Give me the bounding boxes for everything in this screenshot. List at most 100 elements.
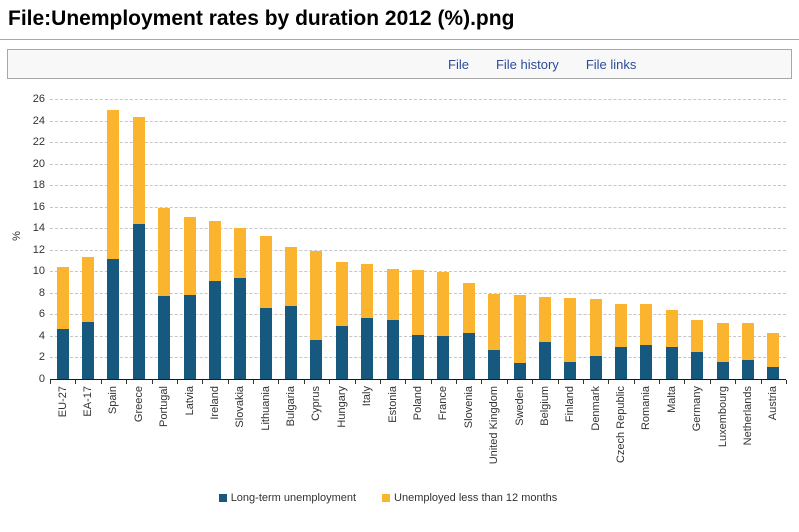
bar-segment-short-term-Netherlands <box>741 323 754 360</box>
x-axis-tick <box>379 380 381 384</box>
tab-file-links[interactable]: File links <box>585 56 637 72</box>
y-tick-label-8: 8 <box>38 286 45 299</box>
bar-segment-long-term-Ireland <box>208 281 221 379</box>
x-axis-tick <box>405 380 407 384</box>
x-axis-label-Romania: Romania <box>640 386 653 431</box>
tab-file-history[interactable]: File history <box>495 56 559 72</box>
x-axis-tick <box>481 380 483 384</box>
chart-legend: Long-term unemployment Unemployed less t… <box>20 492 756 504</box>
x-axis-tick <box>735 380 737 384</box>
bar-segment-long-term-Malta <box>665 346 678 379</box>
x-axis-tick <box>633 380 635 384</box>
x-axis-tick <box>532 380 534 384</box>
y-tick-label-16: 16 <box>32 200 45 213</box>
x-axis-label-Estonia: Estonia <box>386 386 399 423</box>
bar-segment-short-term-Greece <box>132 117 145 224</box>
y-tick-label-10: 10 <box>32 265 45 278</box>
gridline-22 <box>50 142 786 144</box>
x-axis-tick <box>126 380 128 384</box>
x-axis-tick <box>506 380 508 384</box>
x-axis-tick <box>303 380 305 384</box>
bar-segment-short-term-Ireland <box>208 220 221 281</box>
x-axis-tick <box>151 380 153 384</box>
x-axis-tick <box>50 380 51 384</box>
bar-segment-short-term-United Kingdom <box>488 293 501 350</box>
bar-segment-short-term-Slovakia <box>234 228 247 278</box>
bar-segment-long-term-Poland <box>412 334 424 379</box>
bar-segment-short-term-Austria <box>767 332 780 368</box>
x-axis-tick <box>684 380 686 384</box>
x-axis-label-Czech Republic: Czech Republic <box>615 386 628 464</box>
bar-segment-long-term-Cyprus <box>310 340 323 379</box>
x-axis-tick <box>202 380 204 384</box>
x-axis-label-Austria: Austria <box>767 386 780 421</box>
gridline-16 <box>50 206 786 208</box>
x-axis-tick <box>582 380 584 384</box>
x-axis-tick <box>278 380 280 384</box>
x-axis-tick <box>786 380 787 384</box>
bar-segment-short-term-Poland <box>412 270 424 335</box>
bar-segment-long-term-Germany <box>691 352 704 379</box>
bar-segment-long-term-Spain <box>107 259 120 379</box>
y-tick-label-12: 12 <box>32 243 45 256</box>
gridline-18 <box>50 185 786 187</box>
legend-swatch-short-term <box>382 494 391 502</box>
x-axis-label-France: France <box>437 386 450 421</box>
gridline-12 <box>50 249 786 251</box>
file-tabbar: File File history File links <box>7 49 792 79</box>
x-axis-tick <box>760 380 762 384</box>
x-axis-label-Ireland: Ireland <box>208 386 221 420</box>
legend-swatch-long-term <box>218 494 227 502</box>
y-tick-label-4: 4 <box>38 329 45 342</box>
tab-file[interactable]: File <box>448 56 469 72</box>
bar-segment-short-term-Malta <box>665 310 678 347</box>
x-axis-label-Greece: Greece <box>132 386 145 423</box>
bar-segment-short-term-Cyprus <box>310 250 323 341</box>
x-axis-label-Slovenia: Slovenia <box>462 386 475 429</box>
x-axis-label-Latvia: Latvia <box>183 386 196 416</box>
bar-segment-short-term-Lithuania <box>259 235 272 308</box>
bar-segment-long-term-EU-27 <box>56 329 69 379</box>
x-axis-label-Netherlands: Netherlands <box>741 386 754 446</box>
bar-segment-short-term-Slovenia <box>462 283 475 333</box>
y-tick-label-2: 2 <box>38 351 45 364</box>
bar-segment-short-term-Spain <box>107 109 120 260</box>
bar-segment-long-term-Greece <box>132 223 145 379</box>
bar-segment-long-term-Bulgaria <box>285 305 298 379</box>
x-axis-label-Lithuania: Lithuania <box>259 386 272 431</box>
bar-segment-short-term-Romania <box>640 303 653 345</box>
x-axis-label-Germany: Germany <box>691 386 704 432</box>
x-axis-label-Malta: Malta <box>665 386 678 413</box>
x-axis-tick <box>75 380 77 384</box>
bar-segment-short-term-France <box>437 272 450 336</box>
gridline-26 <box>50 99 786 100</box>
legend-label-short-term: Unemployed less than 12 months <box>394 492 558 504</box>
y-tick-label-14: 14 <box>32 222 45 235</box>
x-axis-label-United Kingdom: United Kingdom <box>488 386 501 465</box>
page-header: File:Unemployment rates by duration 2012… <box>0 0 799 40</box>
legend-item-long-term: Long-term unemployment <box>218 492 356 504</box>
bar-segment-long-term-Lithuania <box>259 307 272 379</box>
x-axis-label-Italy: Italy <box>361 386 374 407</box>
bar-segment-short-term-EA-17 <box>82 257 95 322</box>
bar-segment-long-term-Austria <box>767 367 780 379</box>
bar-segment-short-term-Denmark <box>589 299 602 357</box>
bar-segment-long-term-Sweden <box>513 362 526 379</box>
bar-segment-long-term-EA-17 <box>82 321 95 379</box>
bar-segment-long-term-Latvia <box>183 295 196 379</box>
bar-segment-long-term-Finland <box>564 361 577 379</box>
x-axis-label-Belgium: Belgium <box>538 386 551 426</box>
x-axis-label-Spain: Spain <box>107 386 120 415</box>
bar-segment-long-term-Estonia <box>386 319 399 379</box>
x-axis-tick <box>227 380 229 384</box>
bar-segment-long-term-United Kingdom <box>488 349 501 379</box>
bar-segment-short-term-Estonia <box>386 269 399 320</box>
x-axis-tick <box>100 380 102 384</box>
x-axis-line <box>50 379 786 380</box>
bar-segment-short-term-Czech Republic <box>615 303 628 347</box>
bar-segment-short-term-Latvia <box>183 217 196 295</box>
bar-segment-short-term-Sweden <box>513 295 526 363</box>
y-tick-label-6: 6 <box>38 308 45 321</box>
x-axis-label-EA-17: EA-17 <box>82 386 95 417</box>
bar-segment-short-term-EU-27 <box>56 267 69 330</box>
